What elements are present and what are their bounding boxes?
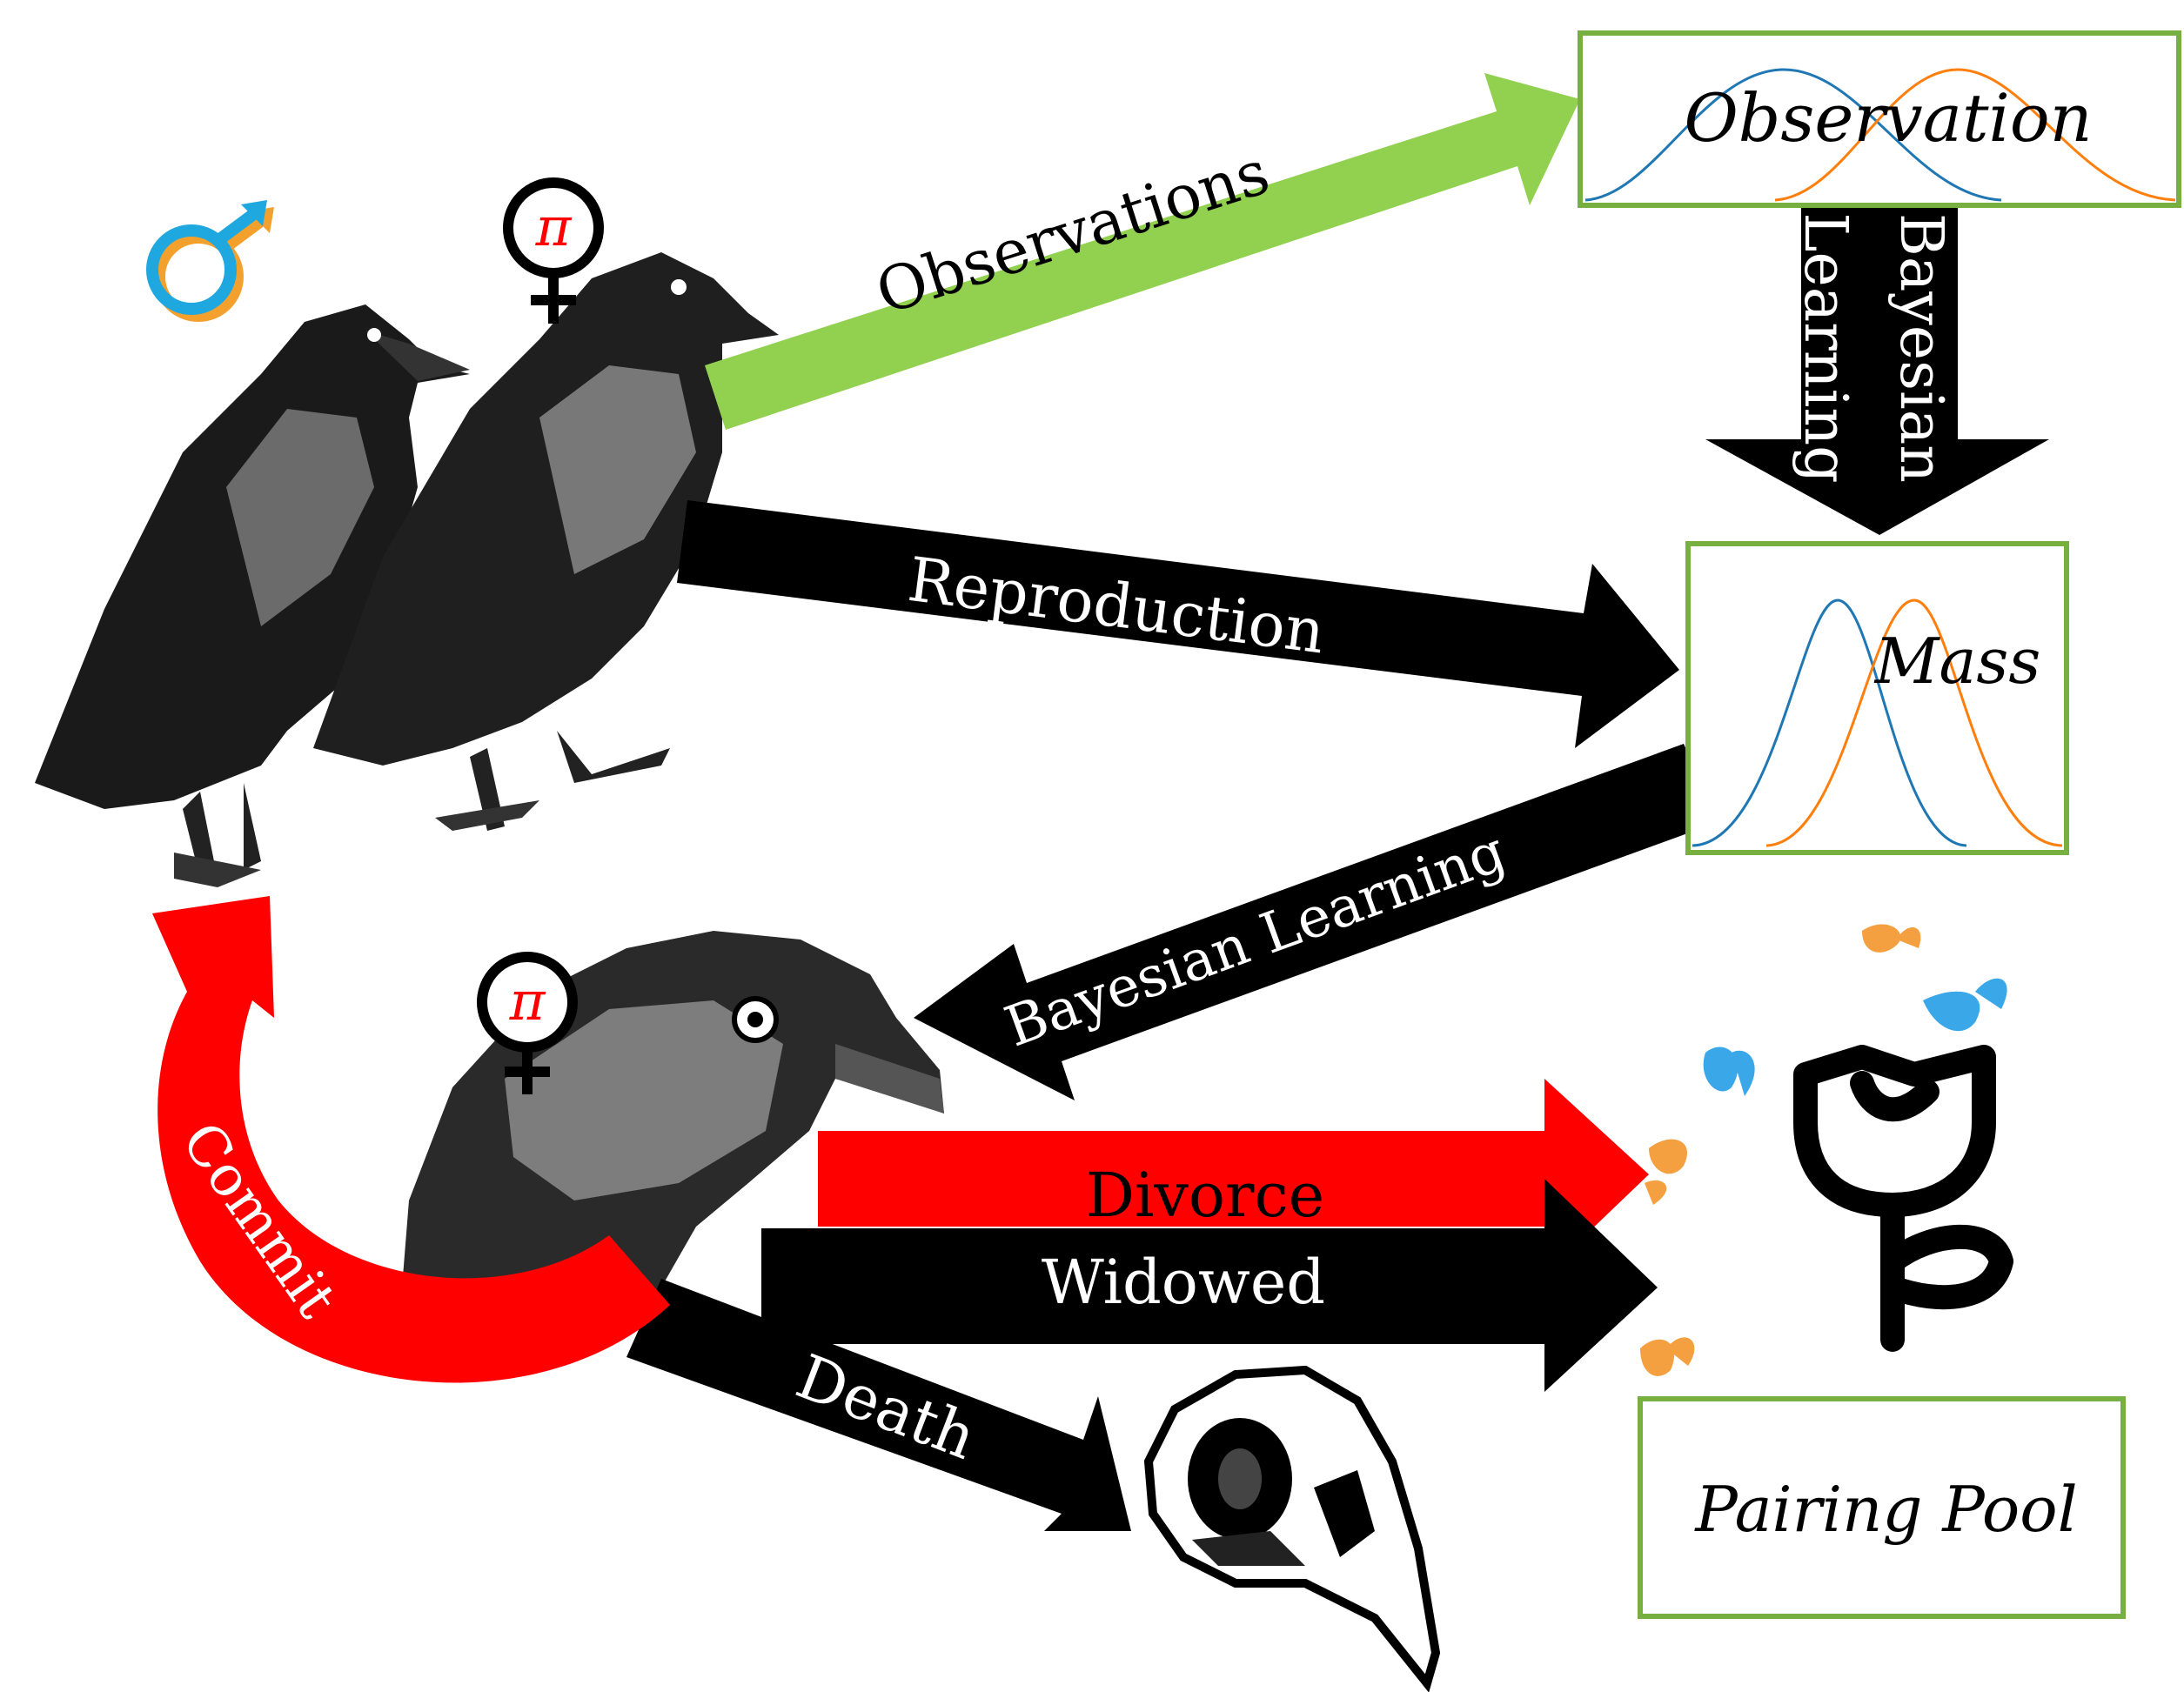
butterflies-icon xyxy=(1640,924,2007,1376)
observation-box: Observation xyxy=(1578,30,2181,208)
observation-label: Observation xyxy=(1684,79,2092,157)
pairing-pool-label: Pairing Pool xyxy=(1693,1473,2077,1546)
bayesian-learning-vertical-line1: Bayesian xyxy=(1886,213,1955,483)
female-crow-illustration xyxy=(313,252,779,831)
bayesian-learning-arrow: Bayesian Learning xyxy=(914,744,1718,1100)
bayesian-learning-label: Bayesian Learning xyxy=(997,819,1514,1060)
widowed-label: Widowed xyxy=(1042,1247,1325,1318)
female-symbol-top-icon: π xyxy=(503,177,604,324)
observation-orange-curve xyxy=(1774,68,2176,202)
mass-box: Mass xyxy=(1685,541,2069,855)
observations-arrow: Observations xyxy=(705,73,1580,430)
pi-top-symbol: π xyxy=(535,195,573,258)
bayesian-learning-vertical-line2: Learning xyxy=(1791,212,1859,483)
widowed-arrow: Widowed xyxy=(761,1179,1658,1392)
divorce-arrow: Divorce xyxy=(818,1079,1649,1274)
male-symbol-icon xyxy=(146,200,274,322)
death-label: Death xyxy=(787,1341,986,1474)
mass-orange-curve xyxy=(1765,599,2063,847)
male-crow-illustration xyxy=(35,304,470,887)
mass-blue-curve xyxy=(1692,599,1967,847)
mass-label: Mass xyxy=(1873,625,2041,698)
divorce-label: Divorce xyxy=(1086,1160,1324,1231)
pi-bottom-symbol: π xyxy=(509,969,546,1033)
reproduction-arrow: Reproduction xyxy=(677,500,1679,748)
crow-skull-illustration xyxy=(1143,1365,1441,1692)
rose-icon xyxy=(1793,1045,2013,1352)
female-symbol-bottom-icon: π xyxy=(477,952,578,1094)
bayesian-learning-vertical-arrow: Bayesian Learning xyxy=(1705,207,2049,535)
observation-blue-curve xyxy=(1584,68,2002,202)
pairing-pool-box: Pairing Pool xyxy=(1638,1396,2126,1619)
